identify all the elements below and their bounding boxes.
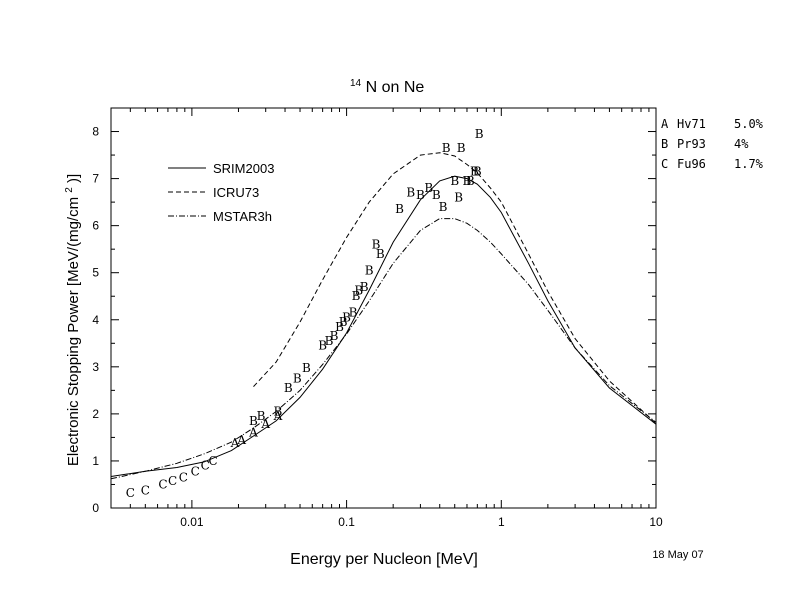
data-point-b: B	[475, 127, 484, 141]
data-point-b: B	[372, 237, 381, 251]
legend: SRIM2003 ICRU73 MSTAR3h	[168, 161, 274, 224]
x-tick-label: 10	[649, 515, 663, 529]
data-point-c: C	[158, 477, 167, 491]
data-point-a: A	[248, 426, 258, 440]
y-tick-label: 5	[92, 266, 99, 280]
data-point-a: A	[236, 433, 246, 447]
data-point-b: B	[376, 247, 385, 261]
ref-uncertainty-c: 1.7%	[734, 157, 764, 171]
ref-uncertainty-b: 4%	[734, 137, 749, 151]
data-point-b: B	[330, 329, 339, 343]
y-tick-label: 4	[92, 313, 99, 327]
data-point-b: B	[335, 320, 344, 334]
data-point-b: B	[406, 186, 415, 200]
data-point-a: A	[230, 436, 240, 450]
x-tick-label: 1	[498, 515, 505, 529]
ref-source-a: Hv71	[677, 117, 706, 131]
series-line-icru73	[253, 152, 657, 424]
chart-title-main: N on Ne	[366, 79, 425, 96]
data-point-b: B	[325, 334, 334, 348]
data-point-c: C	[201, 459, 210, 473]
data-point-b: B	[302, 361, 311, 375]
data-point-b: B	[466, 174, 475, 188]
y-tick-label: 0	[92, 501, 99, 515]
data-point-b: B	[439, 200, 448, 214]
axis-ticks: 0.01 0.1 1 10 0 1 2 3 4 5 6 7 8	[92, 107, 663, 529]
data-point-b: B	[424, 181, 433, 195]
ref-letter-c: C	[661, 157, 668, 171]
data-point-c: C	[141, 484, 150, 498]
data-point-b: B	[274, 405, 283, 419]
y-tick-label: 7	[92, 172, 99, 186]
ref-source-c: Fu96	[677, 157, 706, 171]
data-point-b: B	[395, 202, 404, 216]
reference-legend: A Hv71 5.0% B Pr93 4% C Fu96 1.7%	[661, 117, 764, 171]
data-point-c: C	[179, 470, 188, 484]
data-point-b: B	[442, 141, 451, 155]
y-axis-label-sup: 2	[64, 187, 75, 193]
y-tick-label: 8	[92, 125, 99, 139]
data-point-b: B	[318, 339, 327, 353]
x-tick-label: 0.01	[180, 515, 204, 529]
data-point-b: B	[360, 280, 369, 294]
legend-label-icru73: ICRU73	[213, 185, 259, 200]
y-axis-label: Electronic Stopping Power [MeV/(mg/cm 2 …	[59, 174, 82, 466]
series-line-srim2003	[110, 175, 657, 477]
x-axis-label: Energy per Nucleon [MeV]	[290, 551, 478, 568]
y-axis-label-main: Electronic Stopping Power [MeV/(mg/cm	[65, 197, 82, 466]
data-point-b: B	[249, 414, 258, 428]
data-point-b: B	[257, 409, 266, 423]
series-line-mstar3h	[110, 218, 657, 480]
chart-title-superscript: 14	[350, 78, 362, 89]
ref-source-b: Pr93	[677, 137, 706, 151]
date-annotation: 18 May 07	[652, 549, 703, 561]
legend-label-mstar3h: MSTAR3h	[213, 209, 272, 224]
y-tick-label: 2	[92, 407, 99, 421]
data-point-b: B	[349, 306, 358, 320]
legend-label-srim2003: SRIM2003	[213, 161, 274, 176]
data-point-c: C	[126, 486, 135, 500]
data-point-b: B	[463, 174, 472, 188]
data-point-b: B	[284, 381, 293, 395]
data-point-b: B	[354, 284, 363, 298]
data-point-b: B	[457, 141, 466, 155]
data-point-a: A	[260, 417, 270, 431]
data-point-b: B	[416, 188, 425, 202]
data-point-b: B	[339, 315, 348, 329]
y-tick-label: 6	[92, 219, 99, 233]
series-lines	[110, 152, 657, 480]
ref-letter-a: A	[661, 117, 669, 131]
data-point-b: B	[342, 310, 351, 324]
data-point-b: B	[450, 174, 459, 188]
y-tick-label: 1	[92, 454, 99, 468]
data-point-c: C	[208, 454, 217, 468]
data-point-c: C	[191, 464, 200, 478]
data-point-b: B	[352, 289, 361, 303]
y-tick-label: 3	[92, 360, 99, 374]
x-tick-label: 0.1	[338, 515, 355, 529]
data-point-a: A	[273, 409, 283, 423]
data-point-b: B	[293, 372, 302, 386]
data-point-b: B	[454, 190, 463, 204]
chart-title: 14 N on Ne	[350, 73, 424, 96]
ref-uncertainty-a: 5.0%	[734, 117, 764, 131]
data-point-b: B	[473, 165, 482, 179]
ref-letter-b: B	[661, 137, 668, 151]
data-point-b: B	[365, 263, 374, 277]
plot-frame	[110, 107, 657, 509]
data-point-c: C	[168, 474, 177, 488]
data-point-b: B	[432, 188, 441, 202]
y-axis-label-end: )]	[65, 174, 82, 183]
data-point-b: B	[470, 165, 479, 179]
